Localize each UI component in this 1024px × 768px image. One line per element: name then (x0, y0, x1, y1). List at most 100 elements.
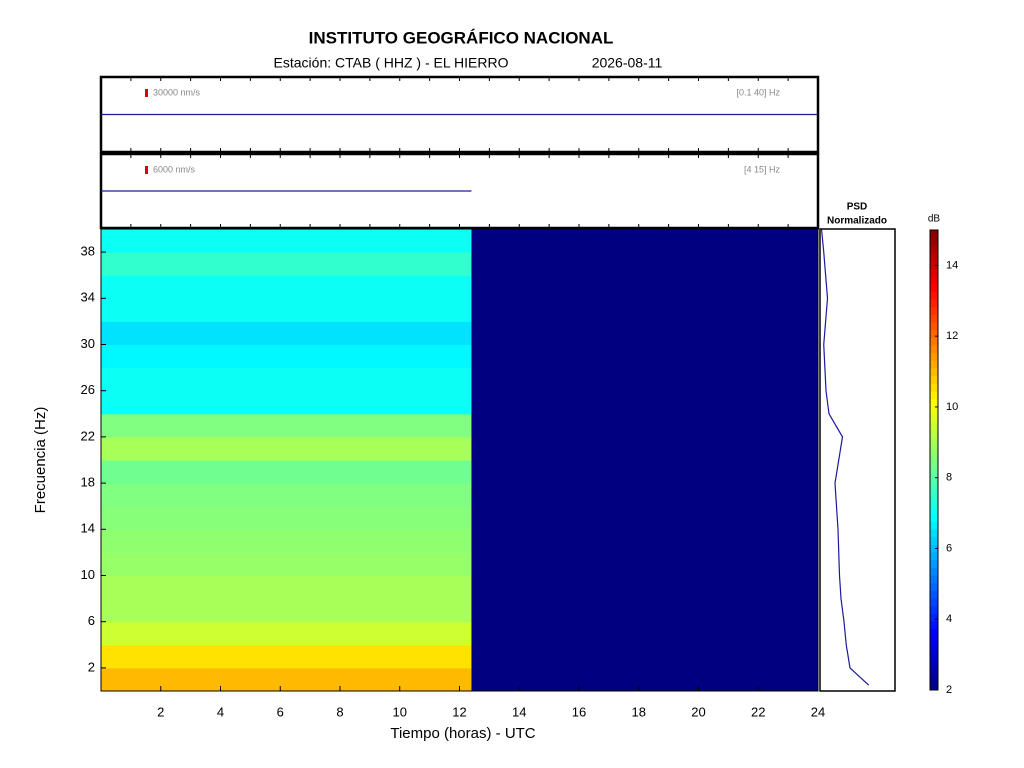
colorbar-frame (929, 229, 939, 691)
colorbar-step (930, 375, 938, 384)
heat-cell (471, 506, 818, 530)
scale-bar (145, 166, 148, 174)
heat-cell (471, 483, 818, 507)
colorbar-step (930, 322, 938, 331)
heat-cell (101, 529, 472, 553)
colorbar-step (930, 674, 938, 683)
colorbar-step (930, 345, 938, 354)
psd-subtitle: Normalizado (827, 216, 887, 227)
heat-cell (101, 460, 472, 484)
heat-cell (471, 575, 818, 600)
heat-cell (101, 644, 472, 669)
colorbar-step (930, 452, 938, 461)
colorbar-tick-label: 10 (946, 401, 958, 413)
colorbar-step (930, 621, 938, 630)
colorbar-tick-label: 8 (946, 472, 952, 484)
heat-cell (471, 321, 818, 345)
colorbar-step (930, 644, 938, 653)
heat-cell (101, 621, 472, 646)
colorbar-step (930, 651, 938, 660)
colorbar-step (930, 613, 938, 622)
heat-cell (101, 598, 472, 623)
heat-cell (101, 436, 472, 461)
colorbar-step (930, 414, 938, 423)
colorbar-step (930, 383, 938, 392)
colorbar-tick-label: 14 (946, 259, 958, 271)
x-tick-label: 6 (277, 704, 284, 719)
y-tick-label: 30 (81, 336, 95, 351)
colorbar-step (930, 682, 938, 691)
colorbar-step (930, 329, 938, 338)
heat-cell (471, 621, 818, 646)
heat-cell (101, 321, 472, 345)
scale-bar (145, 89, 148, 97)
colorbar-step (930, 598, 938, 607)
heat-cell (101, 367, 472, 392)
heat-cell (471, 667, 818, 692)
colorbar-step (930, 536, 938, 545)
scale-label: 30000 nm/s (153, 87, 201, 97)
colorbar-step (930, 283, 938, 292)
y-tick-label: 34 (81, 290, 95, 305)
colorbar-step (930, 575, 938, 584)
heat-cell (101, 275, 472, 299)
psd-line (820, 228, 870, 686)
colorbar-step (930, 253, 938, 262)
heat-cell (101, 229, 472, 253)
y-tick-label: 6 (88, 613, 95, 628)
heat-cell (471, 275, 818, 299)
scale-label: 6000 nm/s (153, 164, 196, 174)
colorbar-tick-label: 4 (946, 613, 952, 625)
heat-cell (101, 575, 472, 600)
psd-frame (819, 228, 896, 692)
colorbar-step (930, 437, 938, 446)
colorbar-step (930, 513, 938, 522)
colorbar-step (930, 475, 938, 484)
filter-label: [0.1 40] Hz (736, 87, 780, 97)
x-tick-label: 2 (157, 704, 164, 719)
colorbar-step (930, 429, 938, 438)
heat-cell (471, 436, 818, 461)
y-tick-label: 26 (81, 382, 95, 397)
colorbar-step (930, 506, 938, 515)
heat-cell (471, 598, 818, 623)
colorbar-step (930, 444, 938, 453)
colorbar-step (930, 636, 938, 645)
colorbar-label: dB (928, 214, 941, 225)
date: 2026-08-11 (592, 55, 663, 71)
x-tick-label: 18 (632, 704, 646, 719)
colorbar-step (930, 391, 938, 400)
y-tick-label: 10 (81, 567, 95, 582)
x-axis-label: Tiempo (horas) - UTC (390, 725, 535, 742)
colorbar-tick-label: 6 (946, 542, 952, 554)
colorbar-tick-label: 2 (946, 684, 952, 696)
colorbar-step (930, 245, 938, 254)
colorbar-step (930, 299, 938, 308)
y-axis-label: Frecuencia (Hz) (32, 407, 49, 514)
colorbar-step (930, 498, 938, 507)
y-tick-label: 14 (81, 521, 95, 536)
station: Estación: CTAB ( HHZ ) - EL HIERRO (274, 55, 509, 71)
colorbar-step (930, 628, 938, 637)
colorbar-step (930, 544, 938, 553)
heat-cell (101, 506, 472, 530)
heat-cell (471, 367, 818, 392)
colorbar-step (930, 559, 938, 568)
heat-cell (471, 644, 818, 669)
colorbar-step (930, 529, 938, 538)
x-tick-label: 24 (811, 704, 825, 719)
heat-cell (471, 460, 818, 484)
x-tick-label: 8 (336, 704, 343, 719)
colorbar-step (930, 230, 938, 239)
colorbar-step (930, 552, 938, 561)
colorbar-step (930, 421, 938, 430)
heat-cell (101, 390, 472, 415)
colorbar-step (930, 360, 938, 369)
x-tick-label: 10 (393, 704, 407, 719)
colorbar-step (930, 659, 938, 668)
colorbar-step (930, 260, 938, 269)
colorbar-step (930, 460, 938, 469)
heat-cell (471, 529, 818, 553)
title: INSTITUTO GEOGRÁFICO NACIONAL (309, 28, 614, 47)
